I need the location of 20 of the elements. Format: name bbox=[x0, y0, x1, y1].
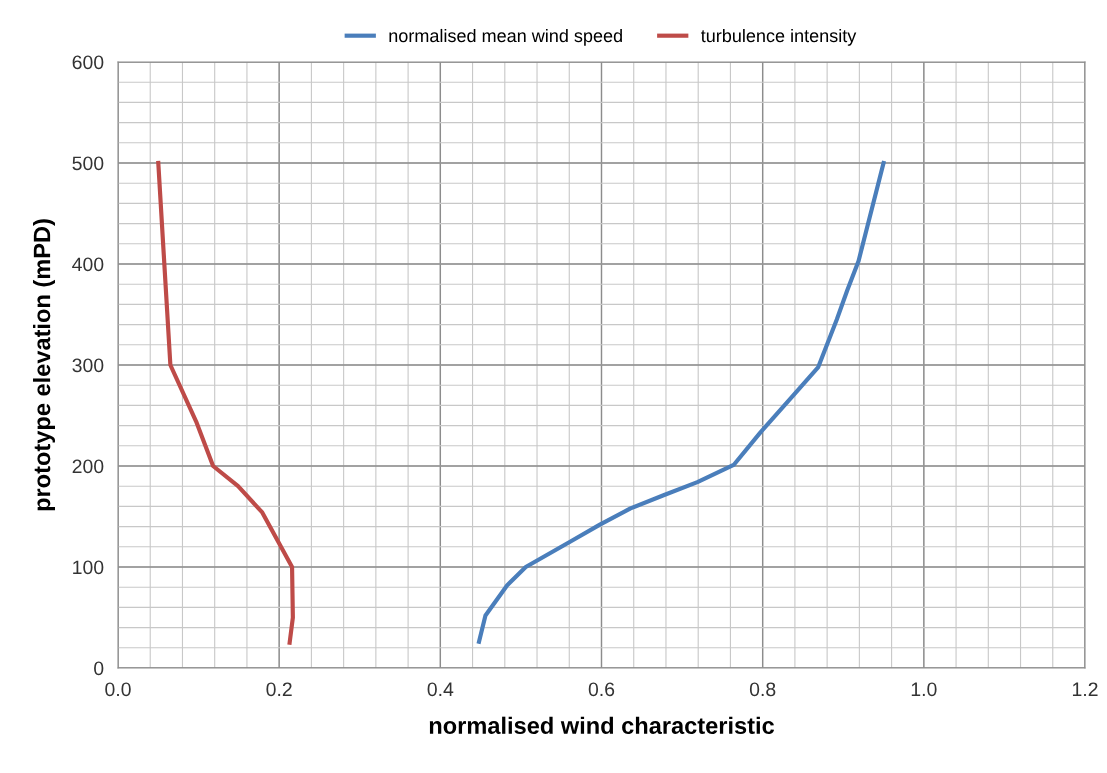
legend-label: normalised mean wind speed bbox=[389, 28, 622, 46]
x-axis-title: normalised wind characteristic bbox=[429, 716, 775, 735]
y-axis-title: prototype elevation (mPD) bbox=[33, 219, 56, 511]
y-tick-label: 100 bbox=[73, 560, 104, 575]
x-tick-label: 0.6 bbox=[588, 682, 615, 697]
y-tick-label: 300 bbox=[72, 358, 104, 373]
line-series bbox=[476, 160, 886, 644]
x-tick-label: 1.0 bbox=[911, 682, 937, 697]
y-tick-label: 200 bbox=[72, 459, 104, 474]
legend-label: turbulence intensity bbox=[701, 28, 857, 46]
x-tick-label: 0.0 bbox=[105, 682, 131, 697]
x-tick-label: 0.8 bbox=[749, 682, 776, 697]
y-tick-label: 400 bbox=[72, 257, 104, 272]
x-tick-label: 1.2 bbox=[1072, 682, 1098, 696]
line-series bbox=[156, 160, 295, 645]
y-tick-label: 600 bbox=[72, 55, 104, 70]
x-tick-label: 0.2 bbox=[266, 682, 292, 697]
y-tick-label: 500 bbox=[72, 156, 104, 171]
y-tick-label: 0 bbox=[94, 661, 104, 676]
x-tick-label: 0.4 bbox=[427, 682, 454, 697]
